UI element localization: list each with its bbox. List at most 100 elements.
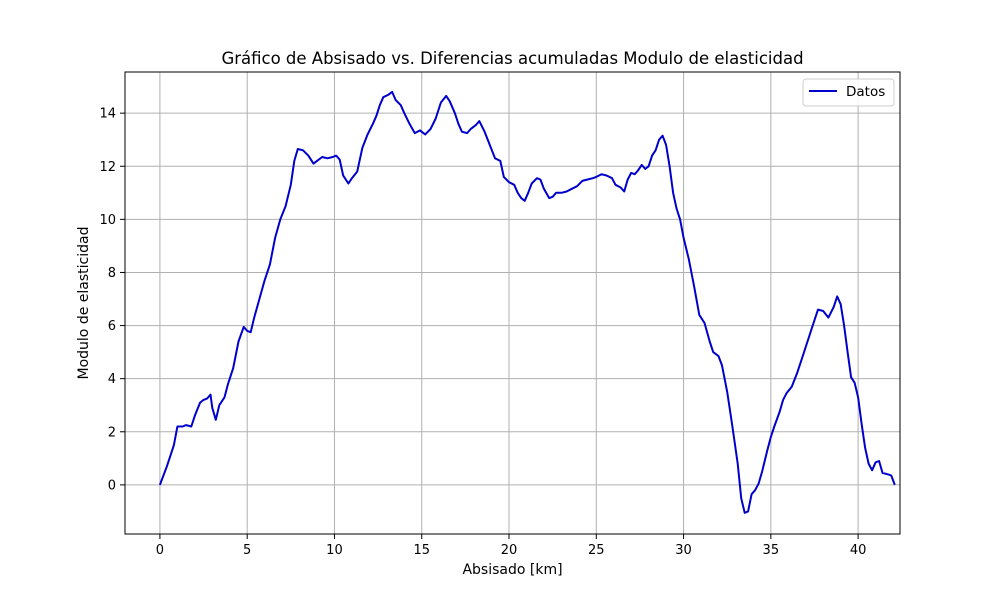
data-point: [348, 183, 350, 185]
data-point: [395, 99, 397, 101]
data-point: [882, 472, 884, 474]
data-point: [166, 466, 168, 468]
data-point: [259, 298, 261, 300]
data-point: [199, 402, 201, 404]
data-point: [665, 144, 667, 146]
data-point: [712, 351, 714, 353]
data-point: [606, 175, 608, 177]
data-point: [445, 95, 447, 97]
y-tick-label: 8: [108, 266, 116, 281]
y-tick-label: 0: [108, 478, 116, 493]
data-point: [461, 131, 463, 133]
data-point: [185, 424, 187, 426]
data-point: [327, 158, 329, 160]
data-point: [290, 184, 292, 186]
data-point: [786, 393, 788, 395]
data-point: [754, 489, 756, 491]
data-point: [658, 139, 660, 141]
x-tick-label: 20: [501, 543, 518, 558]
data-point: [850, 377, 852, 379]
data-point: [791, 386, 793, 388]
data-point: [484, 131, 486, 133]
data-point: [627, 179, 629, 181]
data-point: [891, 475, 893, 477]
data-point: [227, 383, 229, 385]
data-point: [419, 130, 421, 132]
data-point: [376, 115, 378, 117]
data-point: [269, 264, 271, 266]
data-point: [210, 394, 212, 396]
data-point: [524, 200, 526, 202]
data-point: [466, 132, 468, 134]
data-point: [308, 155, 310, 157]
data-point: [475, 124, 477, 126]
data-point: [807, 341, 809, 343]
data-point: [878, 460, 880, 462]
data-point: [489, 144, 491, 146]
data-point: [159, 484, 161, 486]
data-point: [494, 158, 496, 160]
data-point: [274, 237, 276, 239]
data-point: [822, 310, 824, 312]
data-point: [802, 357, 804, 359]
data-point: [191, 426, 193, 428]
data-point: [335, 155, 337, 157]
data-point: [531, 183, 533, 185]
data-point: [356, 171, 358, 173]
data-point: [332, 156, 334, 158]
data-point: [215, 419, 217, 421]
data-point: [676, 208, 678, 210]
data-point: [555, 192, 557, 194]
data-point: [782, 399, 784, 401]
data-point: [737, 463, 739, 465]
data-point: [232, 367, 234, 369]
plot-series: [158, 90, 896, 514]
data-point: [648, 166, 650, 168]
data-point: [740, 497, 742, 499]
data-point: [620, 187, 622, 189]
y-tick-label: 12: [99, 160, 116, 175]
chart-title: Gráfico de Absisado vs. Diferencias acum…: [221, 49, 803, 68]
data-point: [726, 391, 728, 393]
data-point: [543, 188, 545, 190]
data-point: [458, 123, 460, 125]
y-tick-label: 2: [108, 425, 116, 440]
data-point: [840, 304, 842, 306]
data-point: [644, 168, 646, 170]
data-point: [414, 132, 416, 134]
data-point: [828, 317, 830, 319]
data-point: [454, 112, 456, 114]
data-point: [683, 237, 685, 239]
data-point: [601, 173, 603, 175]
data-point: [779, 411, 781, 413]
data-point: [843, 325, 845, 327]
data-point: [321, 156, 323, 158]
series-line-datos: [158, 90, 896, 514]
data-point: [894, 484, 896, 486]
legend-label-datos: Datos: [846, 84, 885, 100]
data-point: [679, 219, 681, 221]
data-point: [854, 382, 856, 384]
data-point: [435, 118, 437, 120]
data-point: [672, 192, 674, 194]
data-point: [520, 197, 522, 199]
data-point: [641, 164, 643, 166]
data-point: [383, 96, 385, 98]
data-point: [243, 326, 245, 328]
data-point: [817, 309, 819, 311]
data-point: [704, 322, 706, 324]
data-point: [693, 285, 695, 287]
data-point: [718, 355, 720, 357]
x-tick-label: 10: [326, 543, 343, 558]
data-point: [388, 94, 390, 96]
data-point: [177, 426, 179, 428]
data-point: [744, 512, 746, 514]
data-point: [571, 188, 573, 190]
data-point: [887, 474, 889, 476]
data-point: [630, 172, 632, 174]
data-point: [400, 104, 402, 106]
data-point: [527, 192, 529, 194]
x-tick-label: 25: [588, 543, 605, 558]
data-point: [758, 483, 760, 485]
